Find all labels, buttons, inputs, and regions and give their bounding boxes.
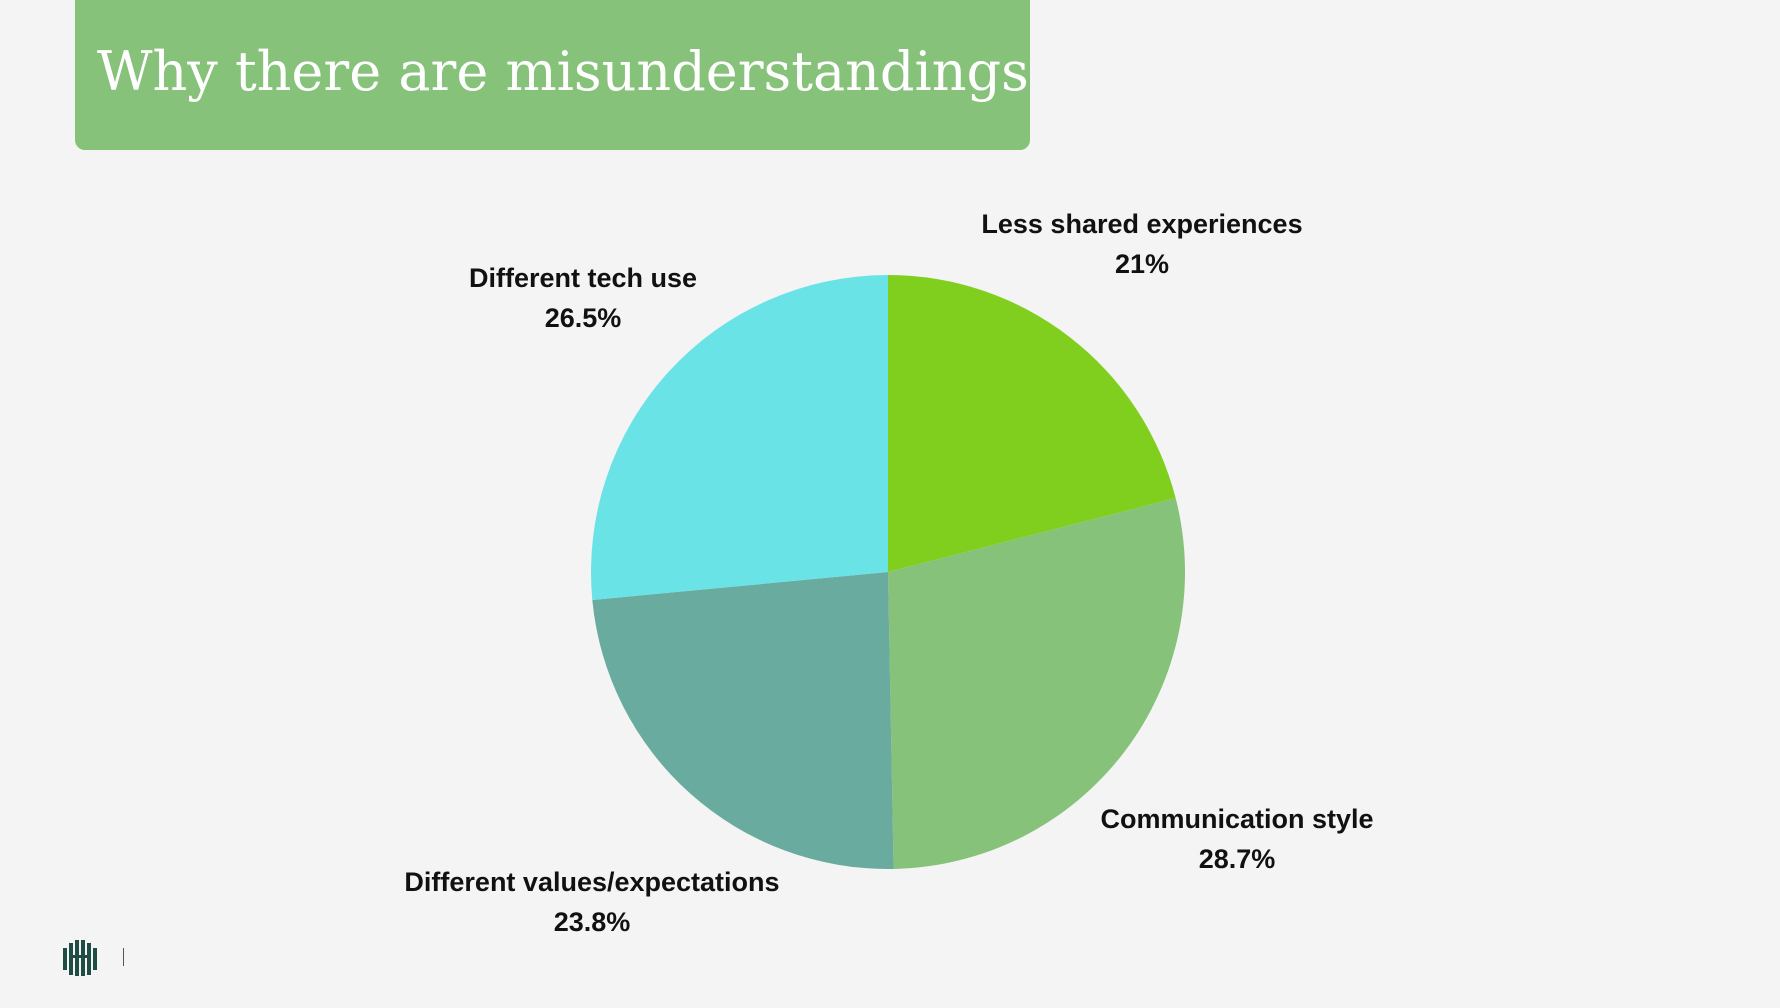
- slice-label-communication-style: Communication style: [1100, 804, 1373, 834]
- pie-labels: Less shared experiences 21% Communication …: [404, 209, 1373, 937]
- slice-value-different-tech-use: 26.5%: [545, 303, 622, 333]
- pie-slices: [591, 275, 1185, 869]
- slide-title: Why there are misunderstandings: [97, 40, 1029, 103]
- title-banner: Why there are misunderstandings: [75, 0, 1030, 150]
- slice-label-different-tech-use: Different tech use: [469, 263, 697, 293]
- slice-value-different-values-expectations: 23.8%: [554, 907, 631, 937]
- pie-slice-communication-style: [888, 498, 1185, 869]
- pie-slice-less-shared-experiences: [888, 275, 1176, 572]
- building-columns-logo-icon: [63, 940, 97, 976]
- slice-label-less-shared-experiences: Less shared experiences: [981, 209, 1302, 239]
- slice-label-different-values-expectations: Different values/expectations: [404, 867, 779, 897]
- slice-value-less-shared-experiences: 21%: [1115, 249, 1169, 279]
- footer-divider: [123, 948, 124, 966]
- slice-value-communication-style: 28.7%: [1199, 844, 1276, 874]
- pie-slice-different-tech-use: [591, 275, 888, 600]
- pie-slice-different-values-expectations: [592, 572, 894, 869]
